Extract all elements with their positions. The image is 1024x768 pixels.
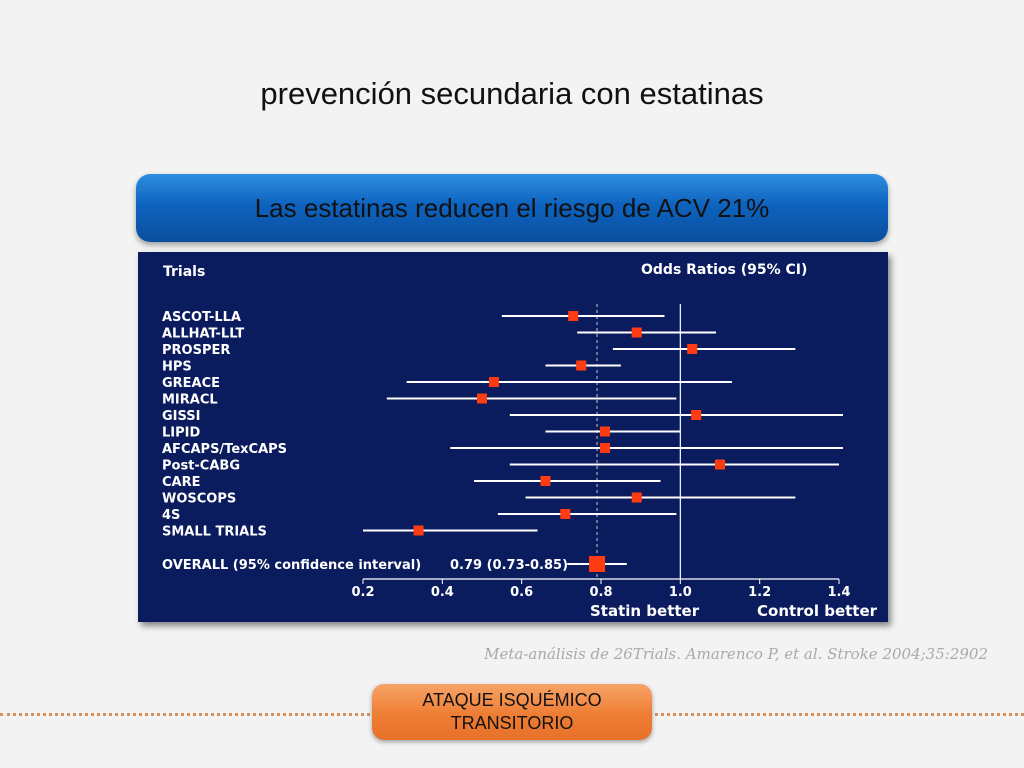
trial-label: SMALL TRIALS xyxy=(162,525,267,540)
section-badge[interactable]: ATAQUE ISQUÉMICO TRANSITORIO xyxy=(372,684,652,740)
trial-label: Post-CABG xyxy=(162,459,240,474)
x-tick-label: 1.0 xyxy=(669,585,692,600)
headline-text: Las estatinas reducen el riesgo de ACV 2… xyxy=(254,192,770,223)
odds-ratio-marker xyxy=(715,459,725,470)
odds-ratio-marker xyxy=(631,492,642,503)
trial-label: GISSI xyxy=(162,409,201,424)
x-tick-label: 0.2 xyxy=(351,585,374,600)
trial-label: ALLHAT-LLT xyxy=(162,327,244,342)
forest-plot: Trials Odds Ratios (95% CI) ASCOT-LLA ALL… xyxy=(162,262,878,620)
odds-ratio-marker xyxy=(687,344,698,354)
trial-label: PROSPER xyxy=(162,343,230,358)
trial-label: ASCOT-LLA xyxy=(162,310,241,325)
odds-ratio-marker xyxy=(631,327,642,338)
odds-ratio-marker xyxy=(691,410,702,420)
odds-ratio-marker xyxy=(568,311,579,321)
overall-value: 0.79 (0.73-0.85) xyxy=(450,558,568,573)
trial-label: HPS xyxy=(162,360,192,375)
section-badge-line2: TRANSITORIO xyxy=(450,713,574,733)
odds-ratio-marker xyxy=(599,443,610,453)
slide-title: prevención secundaria con estatinas xyxy=(260,76,764,111)
odds-ratio-marker xyxy=(560,509,571,519)
trial-label: 4S xyxy=(162,508,180,523)
trial-label: LIPID xyxy=(162,426,200,441)
trial-label: MIRACL xyxy=(162,393,218,408)
x-tick-label: 1.2 xyxy=(748,585,771,600)
trial-label: WOSCOPS xyxy=(162,492,236,507)
x-tick-label: 0.6 xyxy=(510,585,533,600)
odds-ratio-marker xyxy=(477,393,487,404)
section-badge-line1: ATAQUE ISQUÉMICO xyxy=(422,690,602,710)
control-better-label: Control better xyxy=(757,602,878,620)
odds-ratio-marker xyxy=(576,360,587,371)
x-tick-label: 0.8 xyxy=(589,585,612,600)
odds-ratio-marker xyxy=(488,377,499,387)
x-tick-label: 1.4 xyxy=(827,585,850,600)
trial-label: CARE xyxy=(162,475,201,490)
forest-plot-panel: Trials Odds Ratios (95% CI) ASCOT-LLA ALL… xyxy=(138,252,888,622)
statin-better-label: Statin better xyxy=(590,602,700,620)
odds-ratio-heading: Odds Ratios (95% CI) xyxy=(641,262,807,278)
odds-ratio-marker xyxy=(540,476,551,486)
trials-heading: Trials xyxy=(163,264,205,280)
odds-ratio-marker xyxy=(413,525,424,536)
trial-label: AFCAPS/TexCAPS xyxy=(162,442,287,457)
x-tick-label: 0.4 xyxy=(431,585,454,600)
overall-marker xyxy=(589,556,606,572)
trial-label: GREACE xyxy=(162,376,220,391)
headline-banner: Las estatinas reducen el riesgo de ACV 2… xyxy=(136,174,888,242)
overall-label: OVERALL (95% confidence interval) xyxy=(162,558,421,573)
citation: Meta-análisis de 26Trials. Amarenco P, e… xyxy=(484,645,988,663)
odds-ratio-marker xyxy=(599,426,610,437)
